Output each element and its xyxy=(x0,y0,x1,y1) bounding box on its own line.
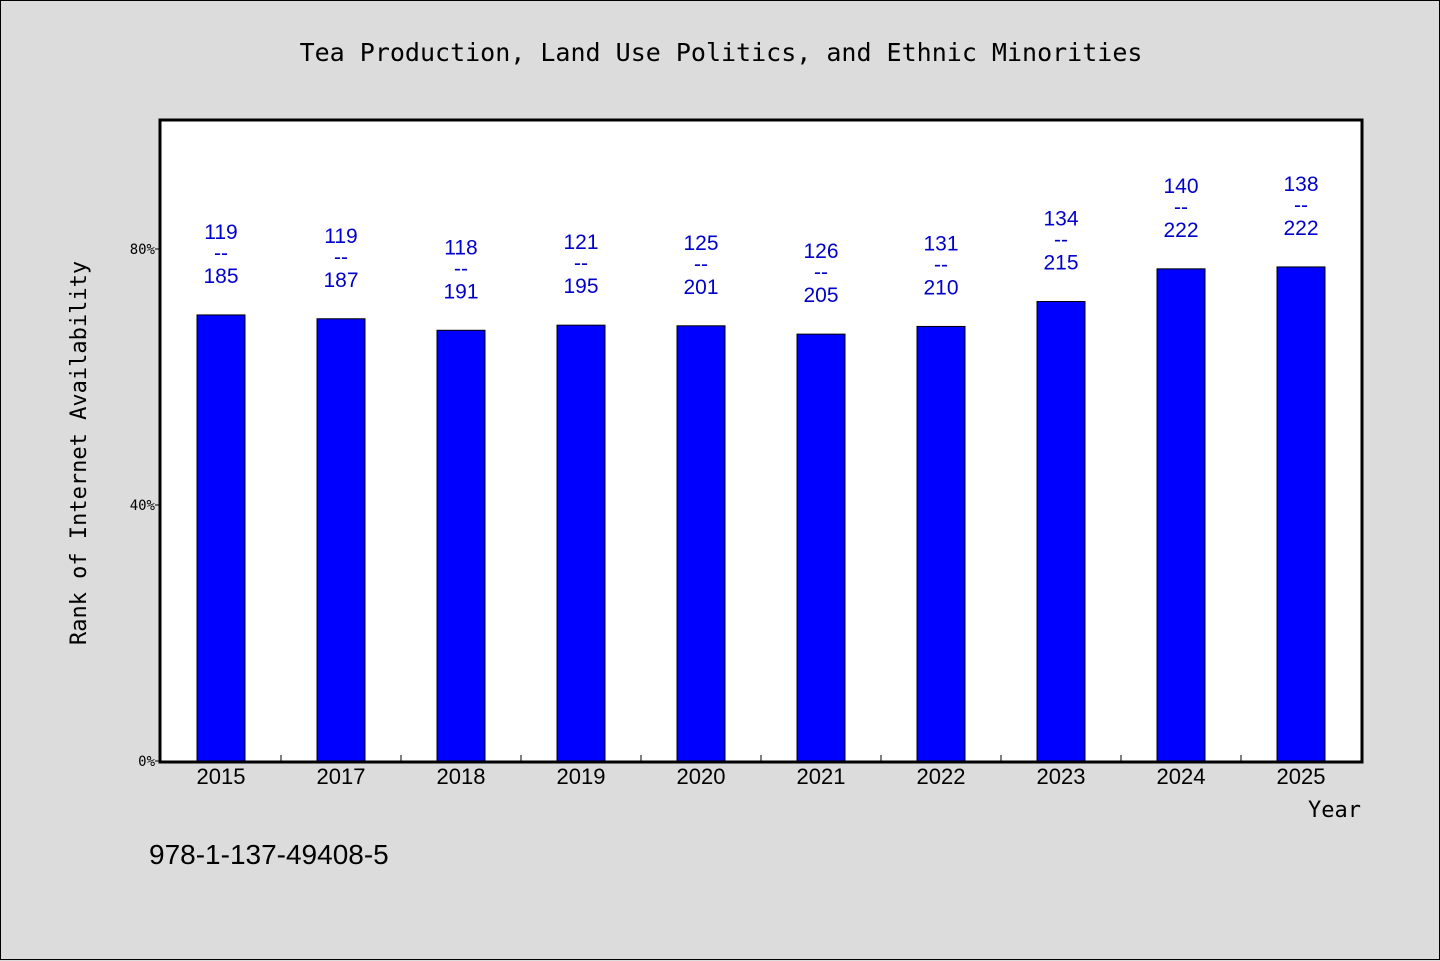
x-tick-label: 2020 xyxy=(677,764,726,789)
bar xyxy=(676,325,726,762)
data-labels-group: 119--185119--187118--191121--195125--201… xyxy=(203,173,1318,307)
data-label: -- xyxy=(1054,228,1068,251)
x-tick-label: 2015 xyxy=(197,764,246,789)
x-tick-label: 2018 xyxy=(437,764,486,789)
data-label: -- xyxy=(814,261,828,284)
data-label: 222 xyxy=(1163,219,1198,242)
data-label: 205 xyxy=(803,284,838,307)
y-tick-label: 40% xyxy=(130,498,156,514)
bar xyxy=(196,314,246,762)
data-label: -- xyxy=(1294,194,1308,217)
x-tick-label: 2021 xyxy=(797,764,846,789)
data-label: 119 xyxy=(204,221,237,244)
bar xyxy=(316,318,366,762)
x-tick-label: 2017 xyxy=(317,764,366,789)
x-tick-label: 2023 xyxy=(1037,764,1086,789)
data-label: 185 xyxy=(203,265,238,288)
data-label: 187 xyxy=(323,269,358,292)
x-tick-label: 2025 xyxy=(1277,764,1326,789)
data-label: -- xyxy=(574,252,588,275)
data-label: 118 xyxy=(444,236,477,259)
bar xyxy=(1156,268,1206,762)
bar xyxy=(436,329,486,762)
data-label: 121 xyxy=(563,231,598,254)
data-label: 215 xyxy=(1043,251,1078,274)
bar xyxy=(1036,300,1086,762)
x-tick-label: 2019 xyxy=(557,764,606,789)
y-tick-label: 0% xyxy=(138,754,155,770)
bar xyxy=(1276,266,1326,762)
chart-title: Tea Production, Land Use Politics, and E… xyxy=(300,38,1143,67)
bars-group xyxy=(196,266,1326,762)
data-label: 222 xyxy=(1283,217,1318,240)
x-axis-title: Year xyxy=(1308,798,1361,823)
data-label: 119 xyxy=(324,225,357,248)
data-label: -- xyxy=(934,253,948,276)
data-label: -- xyxy=(214,242,228,265)
data-label: 191 xyxy=(443,280,478,303)
data-label: -- xyxy=(334,246,348,269)
data-label: 125 xyxy=(683,232,718,255)
bar xyxy=(796,333,846,762)
data-label: -- xyxy=(694,253,708,276)
data-label: -- xyxy=(454,257,468,280)
y-axis-ticks: 0% 40% 80% xyxy=(130,242,161,770)
data-label: 138 xyxy=(1283,173,1318,196)
data-label: 195 xyxy=(563,275,598,298)
data-label: -- xyxy=(1174,196,1188,219)
x-tick-label: 2022 xyxy=(917,764,966,789)
x-axis-ticks: 2015 2017 2018 2019 2020 2021 2022 2023 2024 2025 xyxy=(197,755,1326,789)
data-label: 210 xyxy=(923,276,958,299)
x-tick-label: 2024 xyxy=(1157,764,1206,789)
bar xyxy=(556,324,606,762)
data-label: 134 xyxy=(1043,207,1078,230)
y-axis-title: Rank of Internet Availability xyxy=(67,261,92,645)
data-label: 131 xyxy=(923,232,958,255)
data-label: 126 xyxy=(803,240,838,263)
y-tick-label: 80% xyxy=(130,242,156,258)
data-label: 201 xyxy=(683,276,718,299)
footnote-isbn: 978-1-137-49408-5 xyxy=(149,839,389,870)
data-label: 140 xyxy=(1163,175,1198,198)
bar xyxy=(916,325,966,762)
